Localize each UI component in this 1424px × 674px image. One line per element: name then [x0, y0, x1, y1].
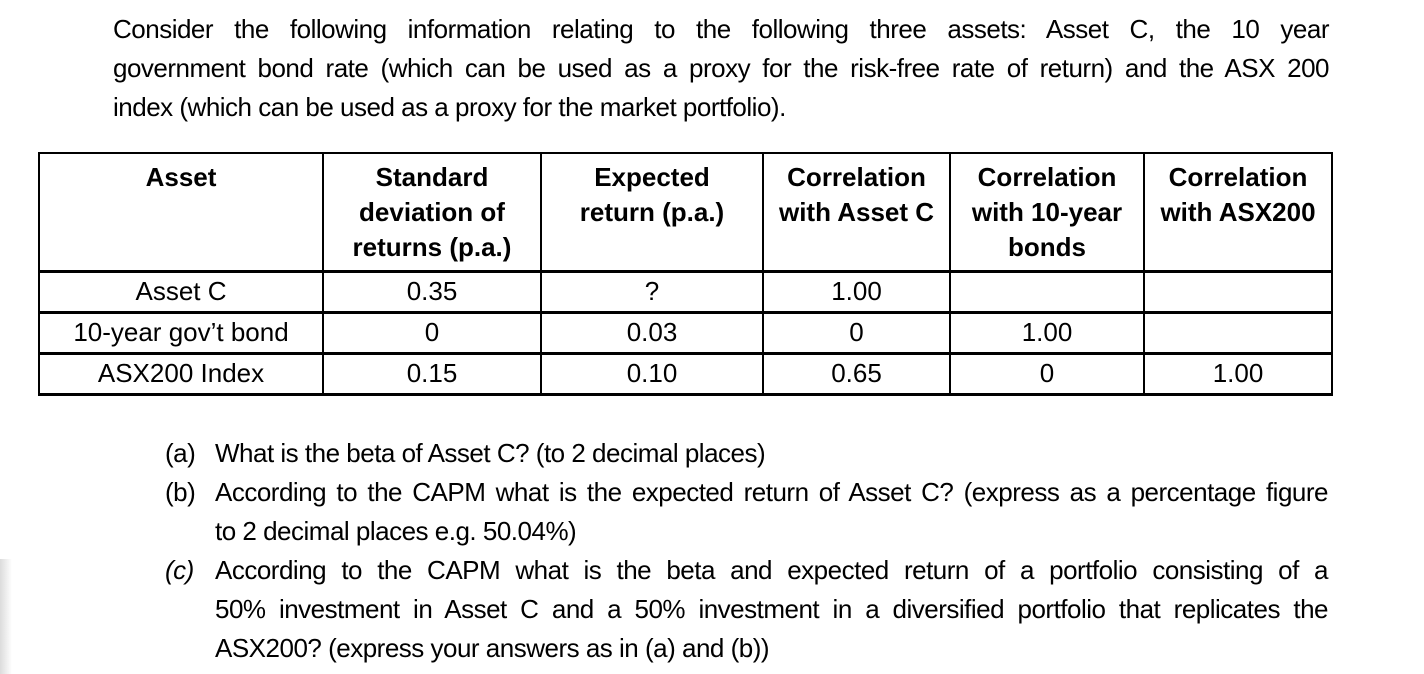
question-text-c: According to the CAPM what is the beta a… — [215, 551, 1329, 668]
question-label-b: (b) — [165, 477, 196, 507]
question-label-a: (a) — [165, 438, 196, 468]
intro-paragraph: Consider the following information relat… — [113, 10, 1330, 127]
table-header-row: Asset Standard deviation of returns (p.a… — [38, 152, 1333, 273]
scan-edge-artifact — [0, 559, 12, 674]
question-item-b: (b) According to the CAPM what is the ex… — [165, 473, 1329, 551]
cell-asset-name: Asset C — [38, 270, 324, 314]
cell-std-dev: 0.15 — [322, 352, 542, 396]
header-cell-corr-asx200: Correlation with ASX200 — [1143, 152, 1333, 273]
table-row-govt-bond: 10-year gov’t bond 0 0.03 0 1.00 — [38, 311, 1333, 355]
question-line: 50% investment in Asset C and a 50% inve… — [215, 594, 1329, 624]
header-cell-corr-10yr-bonds: Correlation with 10-year bonds — [949, 152, 1145, 273]
cell-std-dev: 0.35 — [322, 270, 542, 314]
question-line: According to the CAPM what is the expect… — [215, 477, 1329, 507]
cell-corr-asx200 — [1143, 311, 1333, 355]
intro-line: government bond rate (which can be used … — [113, 53, 1330, 83]
cell-corr-asset-c: 0.65 — [762, 352, 951, 396]
questions-list: (a) What is the beta of Asset C? (to 2 d… — [165, 434, 1329, 668]
cell-asset-name: 10-year gov’t bond — [38, 311, 324, 355]
cell-expected-return: 0.10 — [540, 352, 764, 396]
cell-corr-10yr: 0 — [949, 352, 1145, 396]
header-cell-corr-asset-c: Correlation with Asset C — [762, 152, 951, 273]
cell-corr-asx200 — [1143, 270, 1333, 314]
question-text-a: What is the beta of Asset C? (to 2 decim… — [215, 434, 1328, 473]
intro-line: Consider the following information relat… — [113, 14, 1330, 44]
question-line: ASX200? (express your answers as in (a) … — [215, 633, 770, 663]
question-label-c: (c) — [165, 555, 194, 585]
cell-corr-10yr: 1.00 — [949, 311, 1145, 355]
cell-asset-name: ASX200 Index — [38, 352, 324, 396]
question-item-c: (c) According to the CAPM what is the be… — [165, 551, 1329, 668]
cell-expected-return: ? — [540, 270, 764, 314]
cell-corr-asx200: 1.00 — [1143, 352, 1333, 396]
question-line: According to the CAPM what is the beta a… — [215, 555, 1329, 585]
cell-corr-10yr — [949, 270, 1145, 314]
question-text-b: According to the CAPM what is the expect… — [215, 473, 1329, 551]
header-cell-std-dev: Standard deviation of returns (p.a.) — [322, 152, 542, 273]
header-cell-expected-return: Expected return (p.a.) — [540, 152, 764, 273]
cell-std-dev: 0 — [322, 311, 542, 355]
intro-line: index (which can be used as a proxy for … — [113, 92, 786, 122]
question-line: to 2 decimal places e.g. 50.04%) — [215, 516, 577, 546]
question-item-a: (a) What is the beta of Asset C? (to 2 d… — [165, 434, 1328, 473]
table-row-asset-c: Asset C 0.35 ? 1.00 — [38, 270, 1333, 314]
header-cell-asset: Asset — [38, 152, 324, 273]
cell-corr-asset-c: 0 — [762, 311, 951, 355]
cell-expected-return: 0.03 — [540, 311, 764, 355]
table-row-asx200-index: ASX200 Index 0.15 0.10 0.65 0 1.00 — [38, 352, 1333, 396]
cell-corr-asset-c: 1.00 — [762, 270, 951, 314]
question-line: What is the beta of Asset C? (to 2 decim… — [215, 438, 766, 468]
asset-data-table: Asset Standard deviation of returns (p.a… — [38, 152, 1333, 396]
